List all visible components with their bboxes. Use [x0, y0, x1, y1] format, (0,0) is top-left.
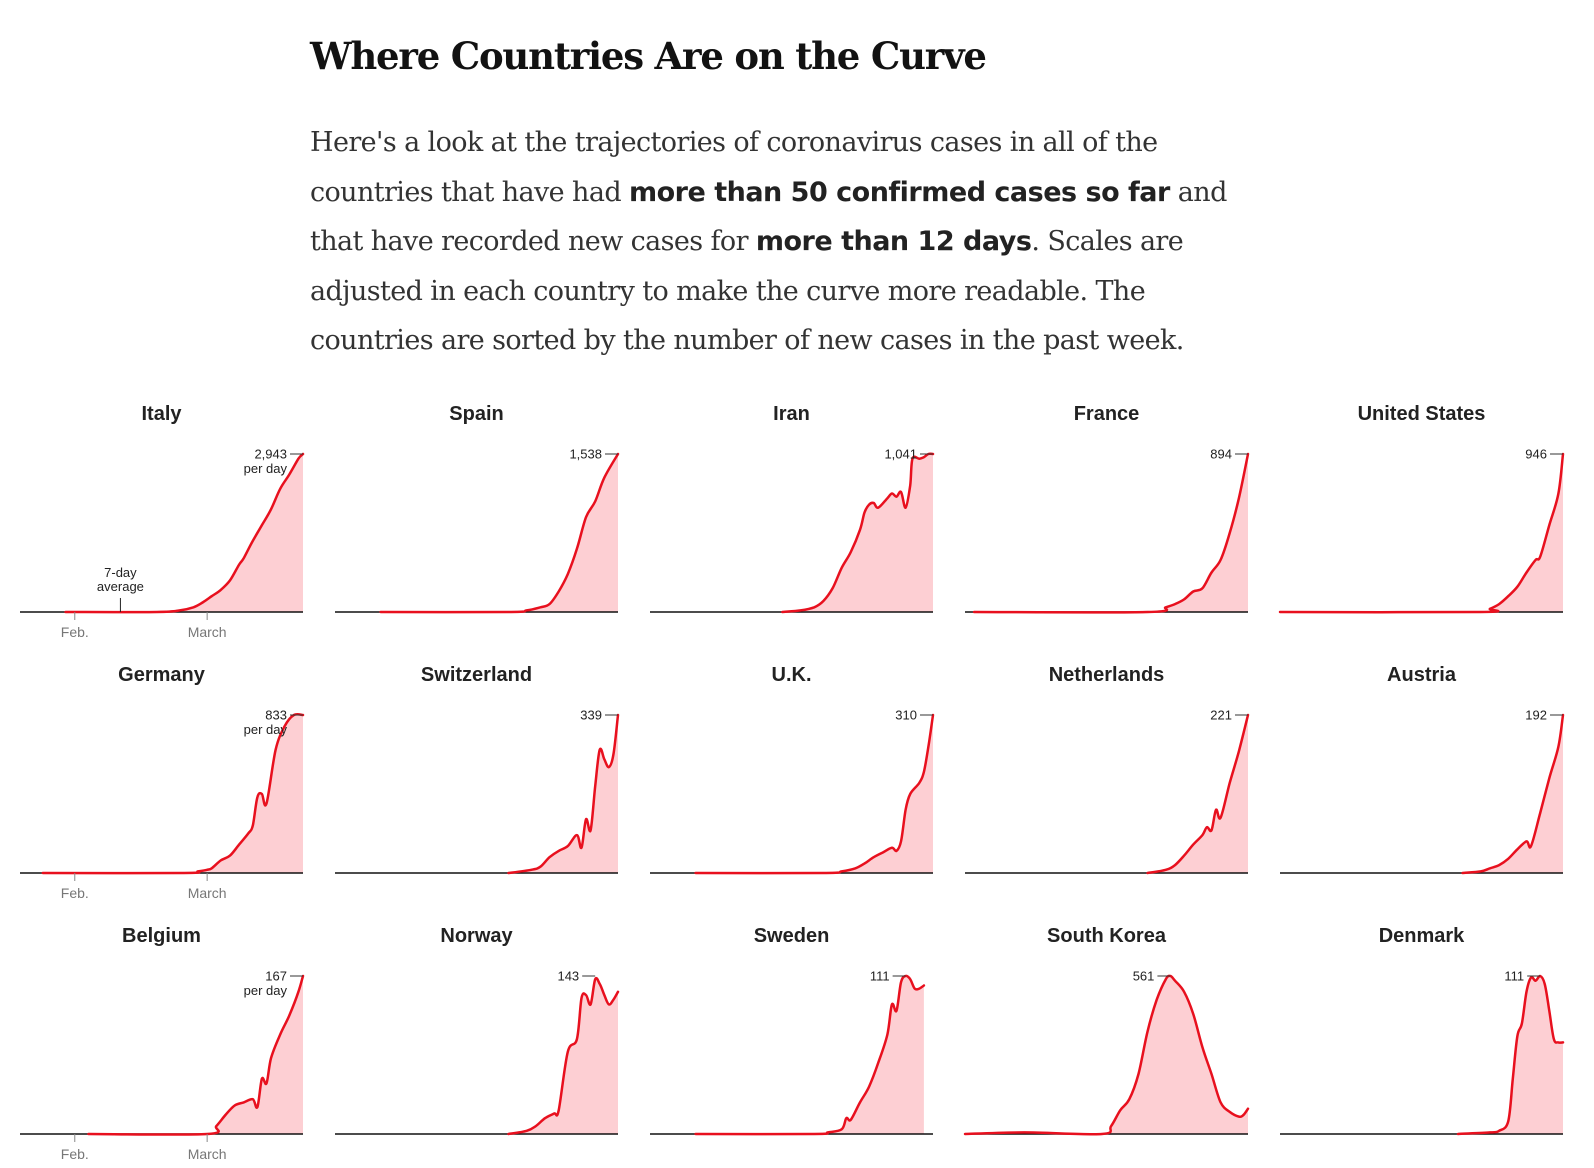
peak-label: 1,041: [884, 447, 917, 462]
trend-line: [694, 713, 935, 875]
area-fill: [88, 976, 303, 1135]
country-name: Denmark: [1379, 925, 1465, 947]
peak-label: 143: [557, 969, 579, 984]
peak-unit: per day: [244, 461, 288, 476]
peak-label: 561: [1133, 969, 1155, 984]
page-title: Where Countries Are on the Curve: [310, 34, 987, 78]
x-tick-label: March: [188, 1146, 227, 1162]
peak-label: 192: [1525, 708, 1547, 723]
country-name: Switzerland: [421, 664, 532, 686]
country-name: Italy: [141, 403, 182, 425]
country-name: Netherlands: [1049, 664, 1165, 686]
intro-paragraph: Here's a look at the trajectories of cor…: [310, 118, 1270, 366]
annotation-text: average: [97, 579, 144, 594]
area-fill: [380, 454, 618, 613]
country-chart: Norway 143: [335, 925, 620, 1136]
intro-text: Here's a look at the trajectories of cor…: [310, 127, 1158, 208]
trend-line: [379, 452, 620, 614]
country-name: Germany: [118, 664, 206, 686]
country-chart: Iran 1,041: [650, 403, 935, 614]
area-fill: [65, 454, 303, 613]
x-tick-label: Feb.: [61, 624, 89, 640]
trend-line: [41, 712, 305, 875]
country-chart: Sweden 111: [650, 925, 933, 1136]
country-name: Spain: [449, 403, 503, 425]
peak-unit: per day: [244, 983, 288, 998]
peak-label: 167: [265, 969, 287, 984]
area-fill: [1462, 715, 1563, 873]
country-chart: Spain 1,538: [335, 403, 620, 614]
area-fill: [695, 715, 933, 874]
country-chart: Switzerland 339: [335, 664, 620, 875]
x-tick-label: March: [188, 624, 227, 640]
trend-line: [1146, 713, 1250, 875]
peak-label: 894: [1210, 447, 1232, 462]
country-name: Sweden: [754, 925, 830, 947]
country-chart: United States 946: [1278, 403, 1565, 614]
trend-line: [781, 452, 935, 614]
area-fill: [508, 978, 618, 1134]
country-name: South Korea: [1047, 925, 1167, 947]
country-name: Norway: [440, 925, 513, 947]
peak-label: 2,943: [254, 447, 287, 462]
peak-label: 221: [1210, 708, 1232, 723]
peak-label: 339: [580, 708, 602, 723]
x-tick-label: March: [188, 885, 227, 901]
peak-label: 111: [1504, 969, 1524, 984]
area-fill: [1280, 454, 1563, 613]
trend-line: [1461, 713, 1565, 875]
area-fill: [695, 975, 924, 1135]
intro-text: . Scales are adjusted in each country to…: [310, 226, 1184, 356]
country-name: Austria: [1387, 664, 1457, 686]
area-fill: [782, 453, 933, 612]
x-tick-label: Feb.: [61, 1146, 89, 1162]
country-chart: Netherlands 221: [965, 664, 1250, 875]
trend-line: [507, 713, 620, 875]
country-name: France: [1074, 403, 1140, 425]
trend-line: [972, 452, 1250, 614]
trend-line: [64, 452, 305, 614]
country-chart: South Korea 561: [963, 925, 1250, 1136]
area-fill: [974, 454, 1248, 613]
country-chart: U.K. 310: [650, 664, 935, 875]
country-chart: Denmark 111: [1280, 925, 1565, 1136]
peak-label: 946: [1525, 447, 1547, 462]
intro-emphasis: more than 12 days: [755, 226, 1032, 257]
area-fill: [508, 715, 618, 873]
area-fill: [965, 975, 1248, 1135]
peak-label: 111: [870, 969, 890, 984]
trend-line: [1456, 974, 1565, 1136]
peak-label: 833: [265, 708, 287, 723]
peak-unit: per day: [244, 722, 288, 737]
intro-text: and that have recorded new cases for: [310, 176, 1227, 258]
country-chart: Austria 192: [1280, 664, 1565, 875]
country-chart: France 894: [965, 403, 1250, 614]
x-tick-label: Feb.: [61, 885, 89, 901]
area-fill: [42, 714, 304, 874]
trend-line: [87, 974, 305, 1136]
area-fill: [1147, 715, 1248, 873]
country-name: Belgium: [122, 925, 201, 947]
trend-line: [507, 976, 620, 1136]
area-fill: [1458, 975, 1563, 1134]
country-name: United States: [1358, 403, 1486, 425]
peak-label: 1,538: [569, 447, 602, 462]
trend-line: [1278, 452, 1565, 614]
intro-emphasis: more than 50 confirmed cases so far: [629, 176, 1170, 208]
country-name: Iran: [773, 403, 810, 425]
country-name: U.K.: [772, 664, 812, 686]
peak-label: 310: [895, 708, 917, 723]
annotation-text: 7-day: [104, 565, 137, 580]
trend-line: [694, 974, 926, 1136]
